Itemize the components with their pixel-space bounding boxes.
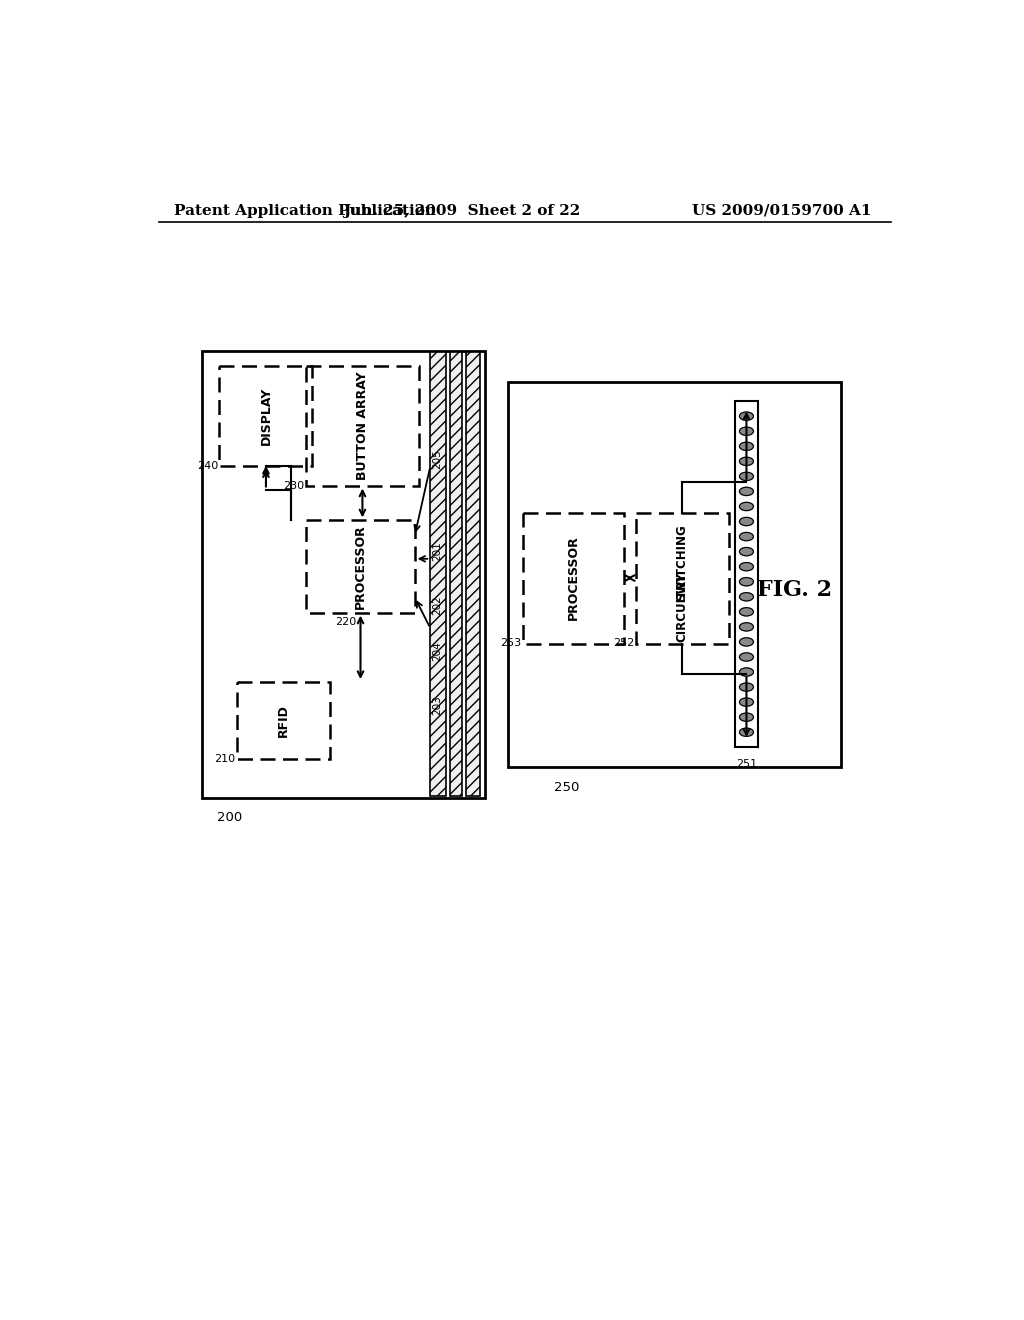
Text: DISPLAY: DISPLAY xyxy=(259,387,272,445)
Ellipse shape xyxy=(739,638,754,645)
Text: 210: 210 xyxy=(214,754,234,764)
Text: 203: 203 xyxy=(432,696,441,715)
Text: SWITCHING: SWITCHING xyxy=(676,524,688,601)
Text: 202: 202 xyxy=(432,595,441,615)
Ellipse shape xyxy=(739,593,754,601)
Ellipse shape xyxy=(739,668,754,676)
Text: PROCESSOR: PROCESSOR xyxy=(567,536,581,620)
Bar xyxy=(466,352,480,796)
Text: 230: 230 xyxy=(284,480,305,491)
Bar xyxy=(219,367,312,466)
Text: 251: 251 xyxy=(736,759,757,770)
Ellipse shape xyxy=(739,457,754,466)
Ellipse shape xyxy=(739,607,754,616)
Bar xyxy=(508,381,841,767)
Text: 205: 205 xyxy=(432,449,441,469)
Text: 252: 252 xyxy=(612,639,634,648)
Text: 201: 201 xyxy=(432,541,441,561)
Text: 240: 240 xyxy=(197,462,218,471)
Ellipse shape xyxy=(739,578,754,586)
Text: 253: 253 xyxy=(501,639,521,648)
Text: CIRCUITRY: CIRCUITRY xyxy=(676,572,688,642)
Ellipse shape xyxy=(739,487,754,495)
Bar xyxy=(450,352,462,796)
Bar xyxy=(237,682,330,759)
Ellipse shape xyxy=(739,548,754,556)
Text: 200: 200 xyxy=(217,812,243,825)
Bar xyxy=(306,520,415,612)
Bar xyxy=(430,352,445,796)
Bar xyxy=(636,512,729,644)
Text: US 2009/0159700 A1: US 2009/0159700 A1 xyxy=(692,203,872,218)
Text: BUTTON ARRAY: BUTTON ARRAY xyxy=(356,372,369,480)
Ellipse shape xyxy=(739,713,754,721)
Ellipse shape xyxy=(739,682,754,692)
Text: PROCESSOR: PROCESSOR xyxy=(354,524,367,609)
Text: Jun. 25, 2009  Sheet 2 of 22: Jun. 25, 2009 Sheet 2 of 22 xyxy=(343,203,580,218)
Bar xyxy=(202,351,484,797)
Ellipse shape xyxy=(739,442,754,450)
Ellipse shape xyxy=(739,623,754,631)
Text: 220: 220 xyxy=(336,616,356,627)
Text: 204: 204 xyxy=(432,642,441,661)
Ellipse shape xyxy=(739,532,754,541)
Text: RFID: RFID xyxy=(276,704,290,737)
Ellipse shape xyxy=(739,729,754,737)
Text: FIG. 2: FIG. 2 xyxy=(757,578,833,601)
Ellipse shape xyxy=(739,517,754,525)
Text: 250: 250 xyxy=(554,780,580,793)
Bar xyxy=(523,512,624,644)
Ellipse shape xyxy=(739,412,754,420)
Text: Patent Application Publication: Patent Application Publication xyxy=(174,203,436,218)
Ellipse shape xyxy=(739,653,754,661)
Bar xyxy=(306,367,419,486)
Ellipse shape xyxy=(739,698,754,706)
Ellipse shape xyxy=(739,503,754,511)
Ellipse shape xyxy=(739,562,754,570)
Ellipse shape xyxy=(739,428,754,436)
Ellipse shape xyxy=(739,473,754,480)
Bar xyxy=(735,401,758,747)
